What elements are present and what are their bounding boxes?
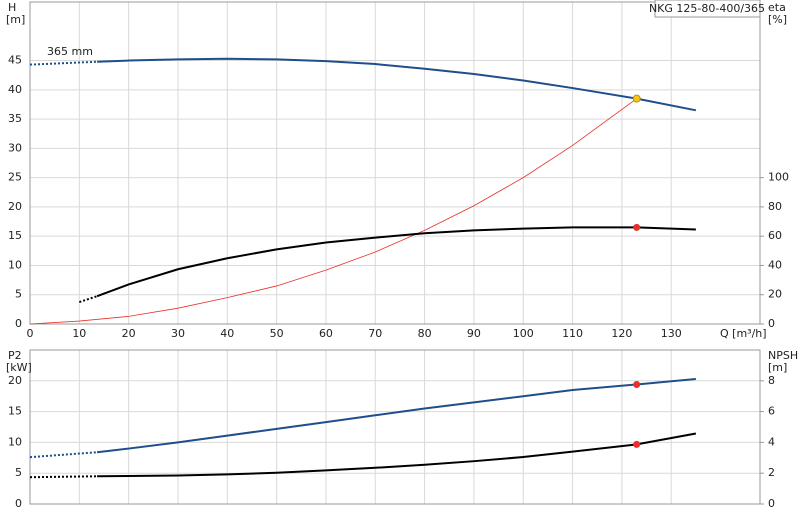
y-tick-label: 10 (8, 435, 22, 448)
curve (29, 475, 98, 479)
curve (96, 226, 696, 298)
curve (79, 295, 98, 303)
y2-tick-label: 0 (768, 317, 775, 330)
y-tick-label: 15 (8, 405, 22, 418)
y-tick-label: 30 (8, 141, 22, 154)
y2-tick-label: 6 (768, 405, 775, 418)
y-tick-label: 45 (8, 54, 22, 67)
curve (29, 98, 637, 325)
y-axis-label: H (8, 1, 16, 14)
x-tick-label: 70 (368, 327, 382, 340)
y2-axis-label: eta (768, 1, 786, 14)
chart-title: NKG 125-80-400/365 (649, 2, 765, 15)
curve (29, 60, 98, 66)
y2-tick-label: 100 (768, 171, 789, 184)
y-tick-label: 10 (8, 258, 22, 271)
duty-point (633, 380, 641, 388)
y-tick-label: 20 (8, 374, 22, 387)
y2-axis-unit: [%] (768, 13, 787, 26)
x-tick-label: 10 (72, 327, 86, 340)
plot-frame (29, 349, 761, 505)
y-tick-label: 5 (15, 288, 22, 301)
y2-tick-label: 40 (768, 258, 782, 271)
y2-tick-label: 0 (768, 497, 775, 510)
y-tick-label: 0 (15, 317, 22, 330)
x-tick-label: 80 (418, 327, 432, 340)
y-tick-label: 5 (15, 466, 22, 479)
x-tick-label: 110 (562, 327, 583, 340)
duty-point (632, 94, 641, 103)
x-tick-label: 100 (513, 327, 534, 340)
x-tick-label: 60 (319, 327, 333, 340)
x-tick-label: 90 (467, 327, 481, 340)
y-tick-label: 40 (8, 83, 22, 96)
y-tick-label: 25 (8, 171, 22, 184)
y2-tick-label: 80 (768, 200, 782, 213)
y-axis-label: P2 (8, 349, 22, 362)
y-tick-label: 20 (8, 200, 22, 213)
title-box (654, 0, 761, 18)
y2-axis-label: NPSH (768, 349, 798, 362)
y2-tick-label: 4 (768, 435, 775, 448)
x-tick-label: 20 (122, 327, 136, 340)
curve (97, 57, 697, 112)
y2-tick-label: 2 (768, 466, 775, 479)
x-tick-label: 120 (611, 327, 632, 340)
x-tick-label: 50 (270, 327, 284, 340)
x-tick-label: 40 (220, 327, 234, 340)
y-axis-unit: [kW] (6, 361, 32, 374)
y-tick-label: 15 (8, 229, 22, 242)
x-axis-label: Q [m³/h] (720, 327, 767, 340)
curve (29, 451, 98, 459)
y2-tick-label: 60 (768, 229, 782, 242)
y-tick-label: 35 (8, 112, 22, 125)
curve (96, 377, 696, 454)
plot-frame (29, 1, 761, 325)
annotation: 365 mm (47, 45, 93, 58)
x-tick-label: 0 (27, 327, 34, 340)
y-axis-unit: [m] (6, 13, 25, 26)
y-tick-label: 0 (15, 497, 22, 510)
y2-tick-label: 8 (768, 374, 775, 387)
duty-point (633, 223, 641, 231)
duty-point (633, 440, 641, 448)
x-tick-label: 130 (661, 327, 682, 340)
y2-axis-unit: [m] (768, 361, 787, 374)
y2-tick-label: 20 (768, 288, 782, 301)
x-tick-label: 30 (171, 327, 185, 340)
curve (97, 432, 697, 478)
